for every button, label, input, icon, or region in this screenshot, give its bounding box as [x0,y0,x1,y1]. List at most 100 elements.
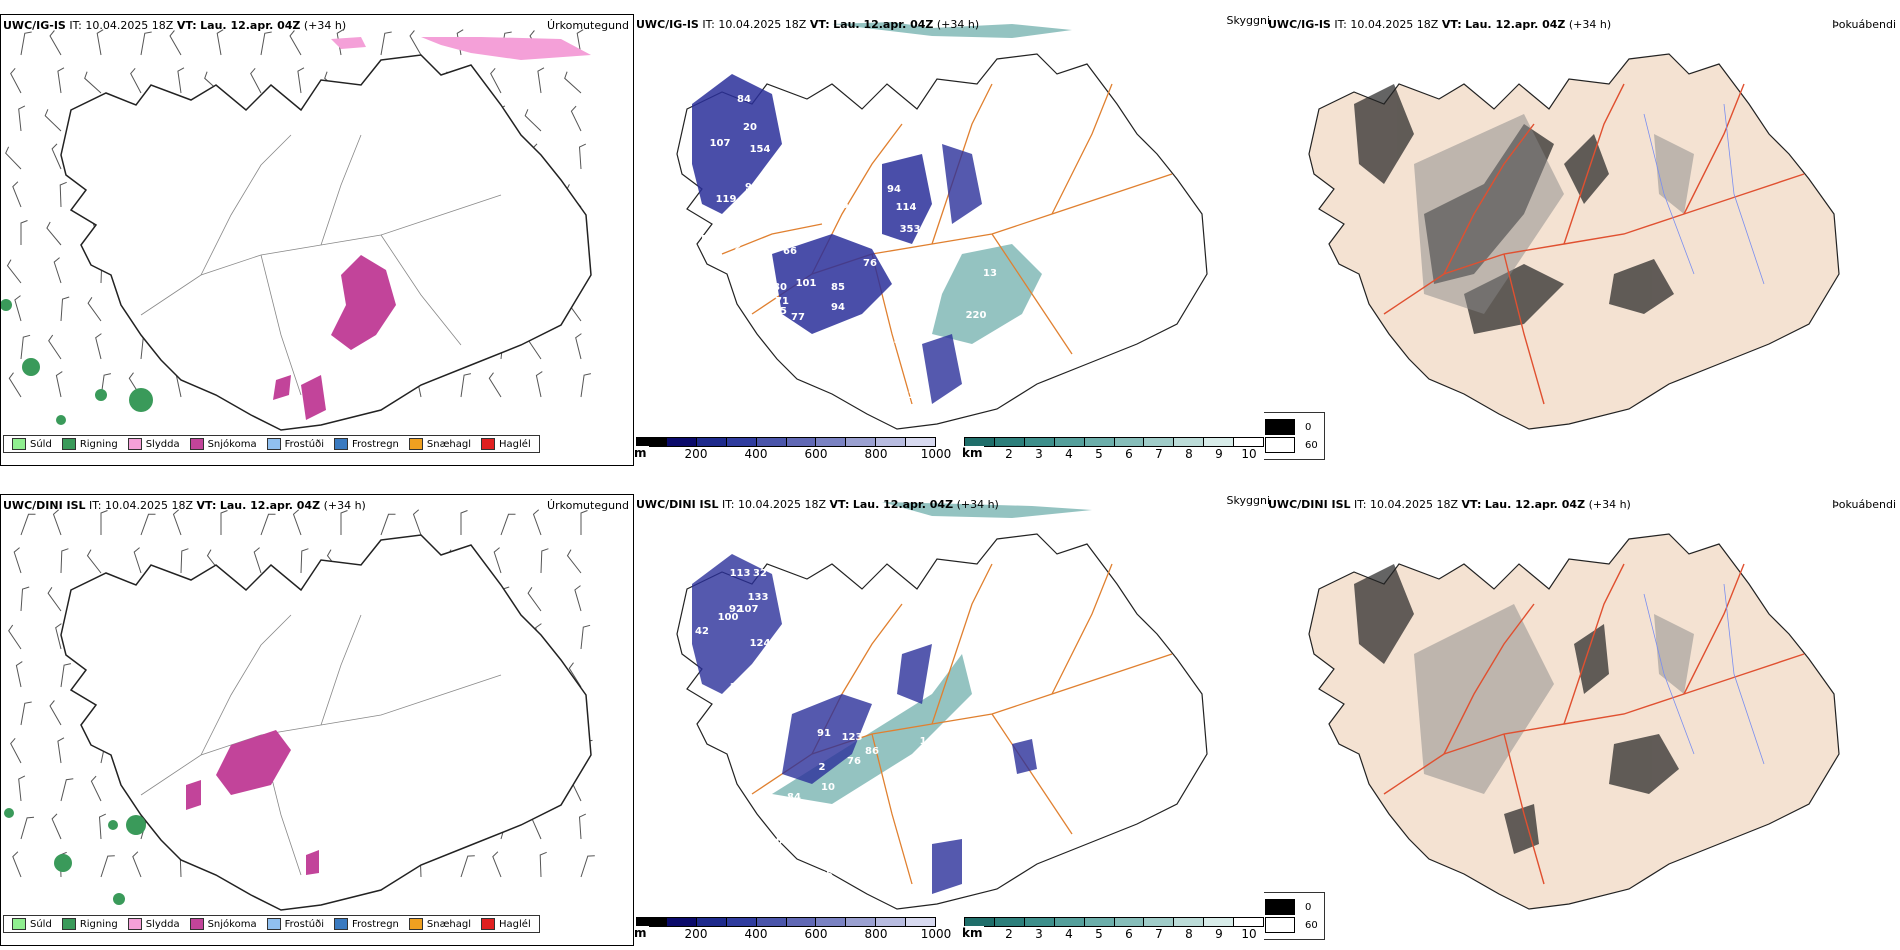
legend-item: Rigning [61,438,118,450]
cloud-base-value: 57 [701,234,715,245]
colorbar-tick: 5 [1095,927,1103,941]
cloud-base-value: 120 [908,390,929,401]
legend-swatch [334,918,348,930]
it-value: 10.04.2025 18Z [718,18,807,31]
colorbar-ticks: 02004006008001000 [636,447,951,461]
cloud-base-value: 53 [709,694,723,705]
colorbar-cell [1114,918,1145,926]
wind-barb [5,146,22,170]
cloud-base-value: 101 [730,682,751,693]
colorbar-cell [1144,918,1175,926]
wind-barb [412,509,422,536]
colorbar-tick: 800 [864,447,888,461]
colorbar-cell [637,918,667,926]
colorbar-tick: 6 [1125,927,1133,941]
colorbar-cell [1084,438,1115,446]
wind-barb [140,513,156,536]
legend-swatch [266,438,281,450]
map-title: Þokuábendi [1832,18,1896,31]
legend-label: Slydda [145,438,180,450]
legend-swatch [189,918,204,930]
wind-barb [20,220,28,245]
iceland-outline [60,534,592,911]
colorbar-tick: 200 [684,927,708,941]
model-name: UWC/IG-IS [1268,18,1331,31]
colorbar-cell [726,438,757,446]
vt-value: Lau. 12.apr. 04Z [219,499,321,512]
wind-barb [60,663,72,688]
wind-barb [576,29,584,56]
wind-barb [60,778,74,802]
legend-swatch [127,918,142,930]
colorbar-cell [876,438,907,446]
colorbar-tick: 7 [1155,447,1163,461]
rivers [1643,583,1765,765]
colorbar-tick: 8 [1185,447,1193,461]
legend-label: Súld [30,918,52,930]
wind-barb [260,31,272,56]
legend-swatch [12,438,26,450]
cloud-base-areas [692,554,1037,894]
wind-barb [12,851,22,878]
wind-barb [250,67,262,94]
legend-swatch [408,438,423,450]
colorbar-cell [994,918,1025,926]
colorbar-tick: 10 [1241,447,1257,461]
wind-barb [524,109,542,132]
wind-barb [537,67,545,94]
cloud-base-value: 77 [791,312,805,323]
wind-barb [564,71,582,94]
lead-time: (+34 h) [1568,18,1612,31]
wind-barb [292,509,302,536]
colorbar-cell [816,438,847,446]
colorbar-tick: 400 [744,927,768,941]
wind-barb [15,661,23,688]
wind-barb [169,30,182,56]
cloud-vis-map-svg: 84 20 107 154 94 97 119 79 57 69 2 66 80 101 85 76 393 35… [657,22,1208,430]
vis-fill [832,22,1072,344]
colorbar-cell [637,438,667,446]
vt-label: VT: [176,19,197,32]
wind-barb [532,509,542,536]
lead-time: (+34 h) [1588,498,1631,511]
rivers [1643,103,1765,285]
map-header: UWC/IG-IS IT: 10.04.2025 18Z VT: Lau. 12… [3,19,346,33]
cloud-base-value: 42 [695,626,709,637]
colorbar-tick: 3 [1035,447,1043,461]
cloud-base-colorbar: 02004006008001000m [634,917,951,941]
fog-map-svg [1308,533,1840,910]
colorbar-tick: 4 [1065,927,1073,941]
cloud-base-value: 66 [783,246,797,257]
cloud-base-value: 143 [920,736,941,747]
roads [1383,83,1805,405]
precip-type-map-igis: UWC/IG-IS IT: 10.04.2025 18Z VT: Lau. 12… [0,14,634,466]
roads [751,563,1173,885]
wind-barb [260,513,276,536]
cloud-base-value: 86 [865,746,879,757]
cloud-base-value: 14 [887,336,901,347]
colorbar-cell [696,438,727,446]
colorbar-cell [786,438,817,446]
wind-barb [409,30,422,56]
map-title: Úrkomutegund [547,19,629,32]
lead-time: (+34 h) [303,19,347,32]
wind-barb [220,510,228,535]
colorbar-cell [786,918,817,926]
cloud-base-value: 68 [755,662,769,673]
fog-legend-swatch [1265,437,1295,453]
vt-label: VT: [809,18,830,31]
model-name: UWC/DINI ISL [1268,498,1351,511]
colorbar-cell [756,918,787,926]
colorbar-strip [636,917,936,927]
wind-barb [539,851,547,878]
wind-barb [49,30,62,56]
wind-barb [578,813,587,840]
colorbar-cell [994,438,1025,446]
colorbar-tick: 8 [1185,927,1193,941]
colorbar-tick: 800 [864,927,888,941]
colorbar-cell [1024,438,1055,446]
colorbar-strip [964,917,1264,927]
cloud-base-value: 123 [842,732,863,743]
legend-label: Snæhagl [426,438,472,450]
